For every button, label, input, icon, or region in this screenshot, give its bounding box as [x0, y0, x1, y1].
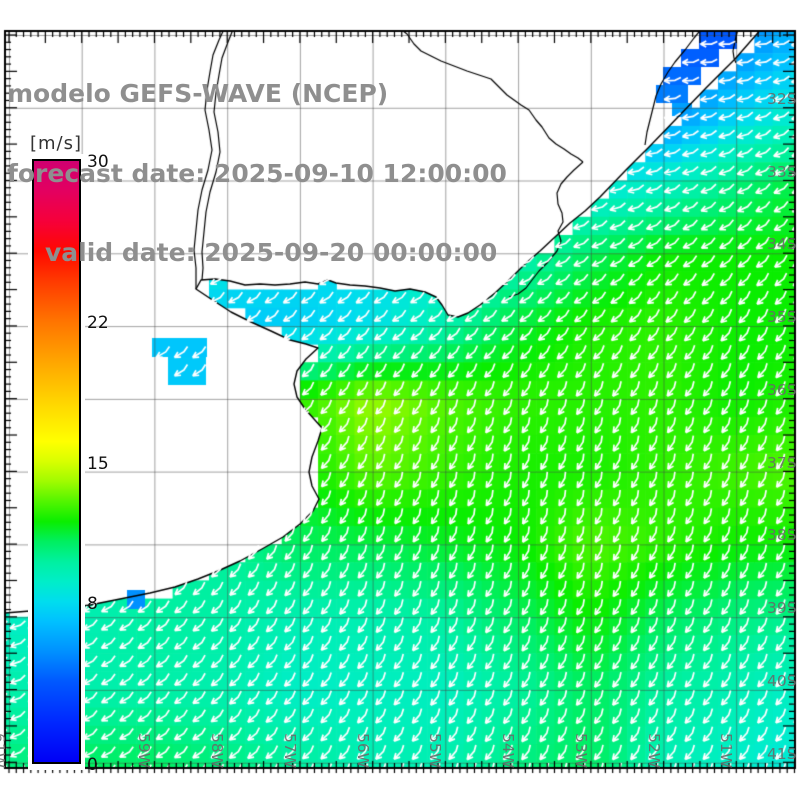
colorbar-unit-label: [m/s] — [30, 133, 83, 154]
model-title: modelo GEFS-WAVE (NCEP) — [7, 79, 389, 108]
valid-date-label: valid date: 2025-09-20 00:00:00 — [45, 238, 498, 267]
latitude-label: 35S — [767, 308, 797, 327]
latitude-label: 33S — [767, 162, 797, 181]
longitude-label: 53W — [571, 733, 590, 769]
colorbar-tick-label: 30 — [87, 152, 109, 172]
latitude-label: 40S — [767, 671, 797, 690]
colorbar-frame — [32, 159, 81, 764]
latitude-label: 41S — [767, 744, 797, 763]
latitude-label: 37S — [767, 453, 797, 472]
colorbar — [28, 154, 85, 770]
latitude-label: 34S — [767, 235, 797, 254]
latitude-label: 36S — [767, 380, 797, 399]
colorbar-tick-label: 8 — [87, 594, 98, 615]
longitude-label: 58W — [208, 733, 227, 769]
longitude-label: 51W — [717, 733, 736, 769]
longitude-label: 56W — [353, 733, 372, 769]
longitude-label: 55W — [426, 733, 445, 769]
latitude-label: 39S — [767, 599, 797, 618]
longitude-label: 57W — [280, 733, 299, 769]
longitude-label: 52W — [644, 733, 663, 769]
latitude-label: 32S — [767, 89, 797, 108]
colorbar-tick-label: 0 — [87, 755, 98, 775]
latitude-label: 38S — [767, 526, 797, 545]
colorbar-tick-label: 22 — [87, 312, 109, 333]
title-block: modelo GEFS-WAVE (NCEP) forecast date: 2… — [7, 28, 507, 320]
forecast-date-label: forecast date: 2025-09-10 12:00:00 — [7, 158, 507, 188]
longitude-label: 54W — [499, 733, 518, 769]
colorbar-tick-label: 15 — [87, 453, 109, 474]
colorbar-gradient — [34, 161, 79, 762]
longitude-label: 59W — [135, 733, 154, 769]
longitude-label: 61W — [0, 733, 8, 769]
